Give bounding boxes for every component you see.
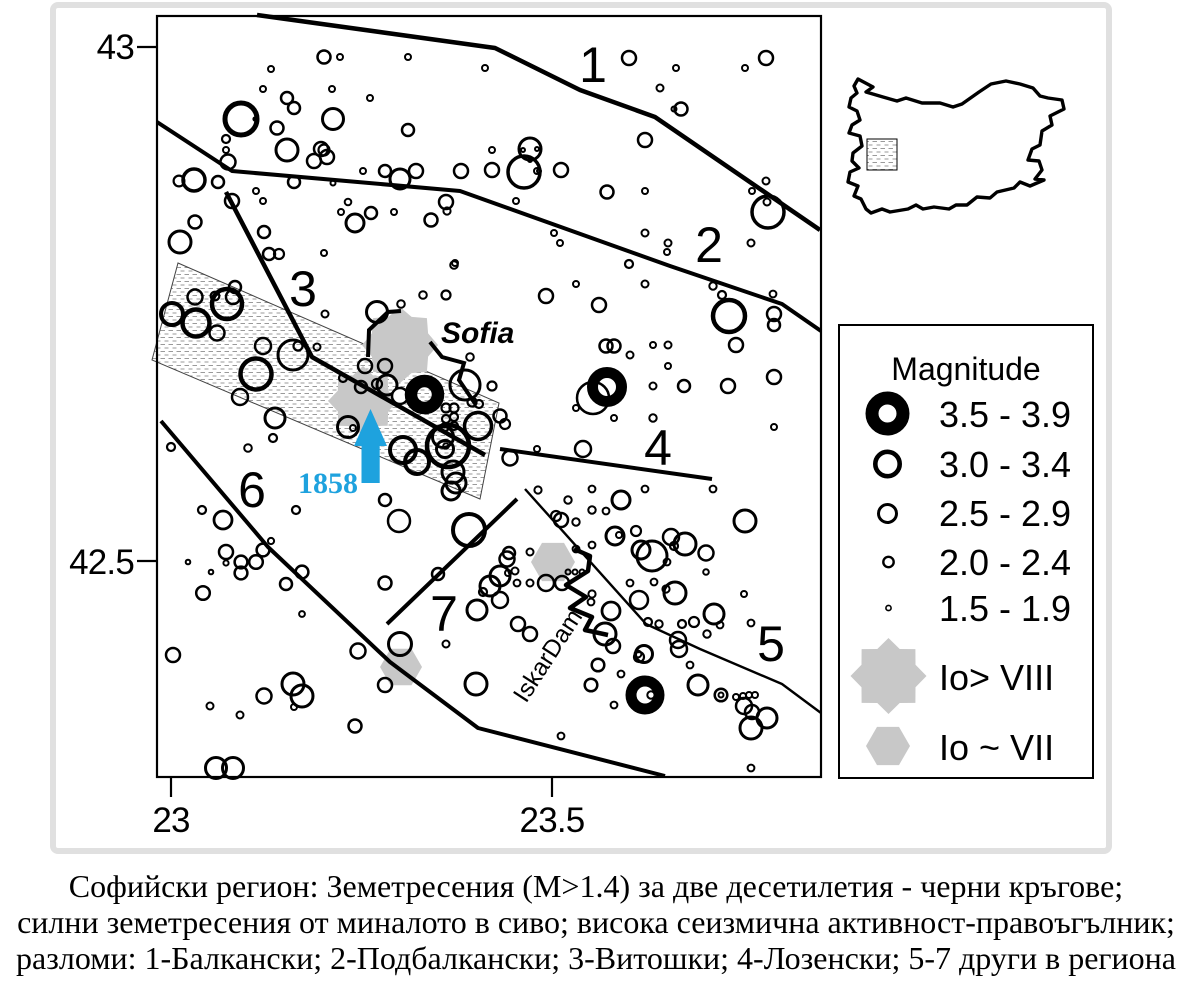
svg-text:Sofia: Sofia [441, 317, 514, 350]
svg-text:2: 2 [695, 217, 723, 273]
svg-text:3: 3 [289, 261, 317, 317]
svg-text:1: 1 [579, 37, 607, 93]
svg-text:23: 23 [152, 801, 189, 840]
svg-text:42.5: 42.5 [69, 543, 134, 582]
svg-text:43: 43 [97, 28, 134, 67]
svg-text:3.0 - 3.4: 3.0 - 3.4 [939, 444, 1071, 485]
svg-text:1858: 1858 [298, 467, 358, 500]
svg-text:1.5 - 1.9: 1.5 - 1.9 [939, 588, 1071, 629]
svg-text:23.5: 23.5 [520, 801, 585, 840]
svg-text:силни земетресения от миналото: силни земетресения от миналото в сиво; в… [17, 904, 1175, 940]
svg-text:Софийски регион: Земетресения: Софийски регион: Земетресения (M>1.4) за… [69, 868, 1123, 904]
svg-text:3.5 - 3.9: 3.5 - 3.9 [939, 394, 1071, 435]
svg-text:7: 7 [430, 586, 458, 642]
svg-text:Io ~ VII: Io ~ VII [939, 727, 1054, 768]
svg-text:Io> VIII: Io> VIII [939, 657, 1054, 698]
svg-text:5: 5 [757, 616, 785, 672]
svg-text:2.5 - 2.9: 2.5 - 2.9 [939, 493, 1071, 534]
svg-text:Magnitude: Magnitude [891, 351, 1040, 387]
svg-text:2.0 - 2.4: 2.0 - 2.4 [939, 542, 1071, 583]
svg-text:4: 4 [644, 420, 672, 476]
svg-text:разломи: 1-Балкански; 2-Подбал: разломи: 1-Балкански; 2-Подбалкански; 3-… [16, 940, 1176, 976]
svg-text:6: 6 [238, 462, 266, 518]
